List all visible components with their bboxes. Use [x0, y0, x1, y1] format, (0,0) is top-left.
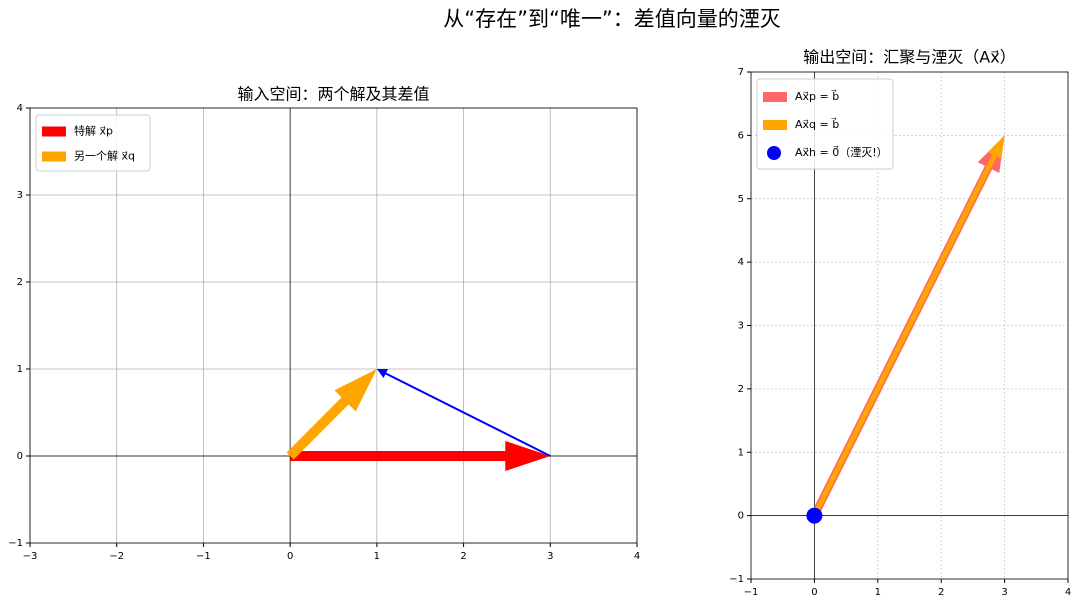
x-tick-label: 4	[1065, 587, 1071, 598]
y-tick-label: 2	[738, 384, 744, 395]
legend-patch	[42, 126, 66, 137]
vector-arrow	[290, 441, 551, 471]
x-tick-label: 2	[938, 587, 944, 598]
vector-arrow	[286, 369, 377, 460]
x-tick-label: 1	[374, 551, 380, 562]
chart-title: 输出空间：汇聚与湮灭（Ax⃗）	[803, 48, 1015, 67]
legend-marker	[767, 146, 781, 160]
y-tick-label: 5	[738, 194, 744, 205]
point	[806, 507, 823, 524]
figure-title: 从“存在”到“唯一”：差值向量的湮灭	[443, 7, 781, 31]
x-tick-label: −2	[109, 551, 124, 562]
x-tick-label: 4	[634, 551, 640, 562]
legend-label: Ax⃗p = b⃗	[795, 89, 839, 103]
legend-box	[756, 78, 894, 170]
x-tick-label: 3	[547, 551, 553, 562]
vector-arrow	[376, 369, 551, 457]
legend-label: 特解 x⃗p	[74, 124, 113, 138]
y-tick-label: 3	[17, 190, 23, 201]
x-tick-label: −1	[196, 551, 211, 562]
x-tick-label: 1	[875, 587, 881, 598]
legend-box	[35, 114, 151, 172]
x-tick-label: 3	[1001, 587, 1007, 598]
chart-title: 输入空间：两个解及其差值	[237, 85, 429, 104]
legend-patch	[763, 92, 787, 102]
y-tick-label: 0	[17, 451, 23, 462]
y-tick-label: 6	[738, 130, 744, 141]
y-tick-label: 2	[17, 277, 23, 288]
y-tick-label: 0	[738, 511, 744, 522]
legend-patch	[763, 120, 787, 130]
y-tick-label: 4	[738, 257, 744, 268]
legend-label: 另一个解 x⃗q	[74, 149, 135, 163]
legend-label: Ax⃗q = b⃗	[795, 117, 839, 131]
plot-frame	[750, 71, 1069, 580]
legend-label: Ax⃗h = 0⃗（湮灭!）	[795, 145, 888, 159]
x-tick-label: −1	[744, 587, 759, 598]
x-tick-label: −3	[23, 551, 38, 562]
y-tick-label: 1	[738, 447, 744, 458]
legend-patch	[42, 151, 66, 162]
y-tick-label: −1	[729, 574, 744, 585]
x-tick-label: 2	[460, 551, 466, 562]
vector-arrow	[812, 135, 1005, 517]
y-tick-label: 3	[738, 321, 744, 332]
y-tick-label: 1	[17, 364, 23, 375]
y-tick-label: −1	[8, 538, 23, 549]
x-tick-label: 0	[811, 587, 817, 598]
plot-frame	[29, 107, 638, 544]
y-tick-label: 7	[738, 67, 744, 78]
y-tick-label: 4	[17, 103, 23, 114]
x-tick-label: 0	[287, 551, 293, 562]
